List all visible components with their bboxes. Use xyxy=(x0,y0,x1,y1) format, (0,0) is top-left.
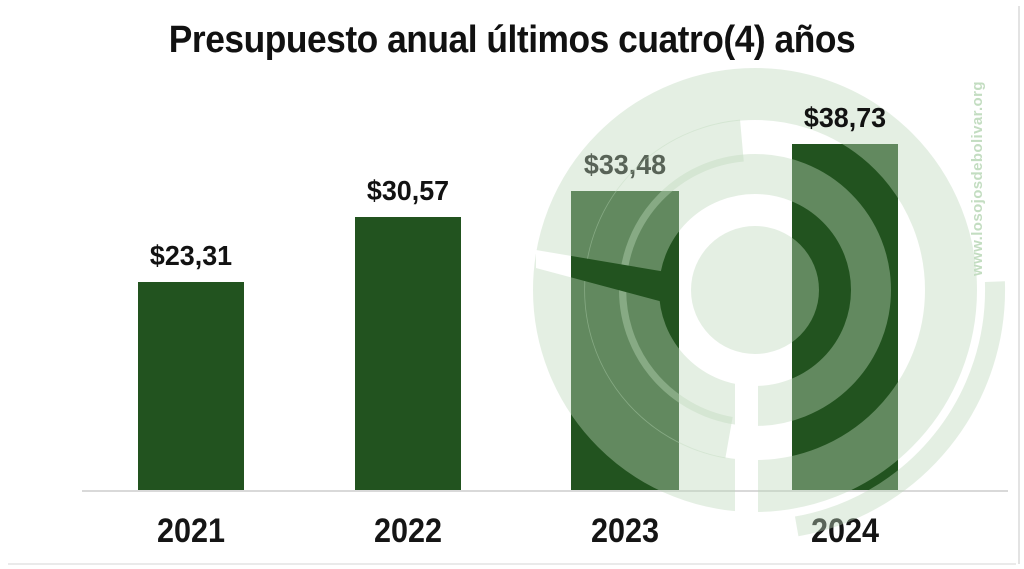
bar-2024 xyxy=(792,144,898,491)
category-label-2021: 2021 xyxy=(156,512,226,550)
bar-2022 xyxy=(355,217,461,491)
bar-2021 xyxy=(138,282,244,491)
right-border-line xyxy=(1018,6,1020,564)
category-label-2023: 2023 xyxy=(590,512,660,550)
bottom-border-line xyxy=(8,563,1016,565)
watermark-website-text: www.losojosdebolivar.org xyxy=(969,81,986,276)
category-label-2024: 2024 xyxy=(810,512,880,550)
chart-title: Presupuesto anual últimos cuatro(4) años xyxy=(168,19,856,61)
x-axis-line xyxy=(82,490,1008,492)
value-label-2021: $23,31 xyxy=(149,240,233,271)
value-label-2024: $38,73 xyxy=(803,102,887,133)
value-label-2022: $30,57 xyxy=(366,175,450,206)
value-label-2023: $33,48 xyxy=(583,149,667,180)
category-label-2022: 2022 xyxy=(373,512,443,550)
bar-2023 xyxy=(571,191,679,491)
